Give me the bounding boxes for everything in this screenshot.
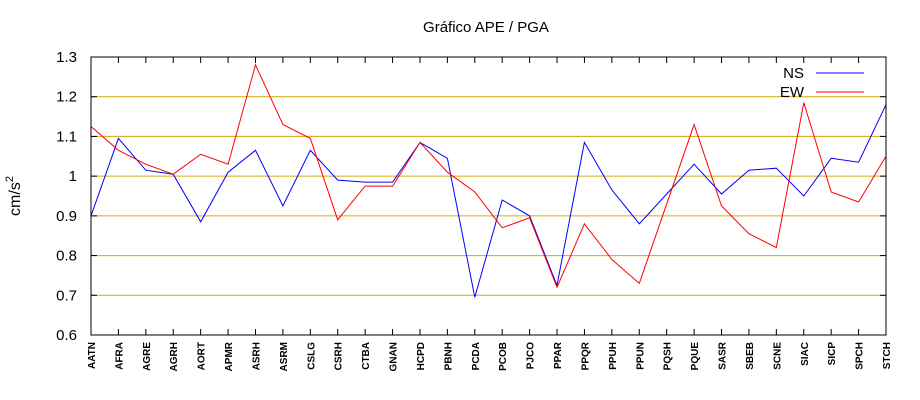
y-tick-label: 0.7: [56, 287, 77, 304]
x-tick-label: PBNH: [443, 342, 454, 370]
legend: NS EW: [780, 65, 864, 101]
y-axis-label-superscript: 2: [4, 176, 16, 182]
x-tick-label: SCNE: [772, 342, 783, 370]
x-tick-label: PQUE: [690, 342, 701, 371]
y-axis-label-text: cm/s: [7, 182, 24, 216]
x-tick-label: HCPD: [416, 342, 427, 370]
y-tick-label: 0.8: [56, 248, 77, 265]
x-tick-label: CSLG: [306, 342, 317, 370]
x-tick-label: CTBA: [361, 342, 372, 370]
y-tick-label: 1.2: [56, 89, 77, 106]
x-tick-label: GNAN: [389, 342, 400, 371]
x-tick-label: PPQR: [580, 341, 591, 370]
x-tick-label: AGRE: [142, 342, 153, 371]
x-tick-label: AGRH: [169, 342, 180, 371]
x-tick-label: PCDA: [471, 342, 482, 370]
x-tick-label: PJCO: [526, 342, 537, 369]
series-lines: [90, 63, 887, 298]
series-line-ew: [90, 63, 887, 289]
y-tick-label: 1.3: [56, 49, 77, 66]
x-tick-label: PQSH: [663, 342, 674, 370]
legend-label-ew: EW: [780, 84, 805, 101]
y-tick-label: 0.9: [56, 208, 77, 225]
x-tick-label: SPCH: [855, 342, 866, 370]
x-tick-label: AFRA: [114, 342, 125, 370]
x-tick-label: PPUH: [608, 342, 619, 370]
x-tick-label: PPAR: [553, 341, 564, 369]
y-tick-label: 1.1: [56, 128, 77, 145]
x-tick-label: CSRH: [334, 342, 345, 370]
x-tick-label: PCOB: [498, 342, 509, 371]
series-line-ns: [90, 104, 887, 298]
x-tick-label: AATN: [87, 342, 98, 369]
x-tick-label: SBEB: [745, 342, 756, 370]
chart-title: Gráfico APE / PGA: [423, 19, 549, 36]
x-tick-label: STCH: [882, 342, 893, 369]
y-axis-ticks: 0.6 0.7 0.8 0.9 1 1.1 1.2 1.3: [56, 49, 886, 344]
x-tick-label: PPUN: [635, 342, 646, 370]
y-tick-label: 1: [69, 168, 77, 185]
x-tick-label: APMR: [224, 341, 235, 371]
x-axis-ticks: AATN AFRA AGRE AGRH AORT APMR ASRH ASRM CSLG CSRH…: [87, 57, 893, 371]
gridlines: [91, 96, 886, 296]
x-tick-label: ASRH: [251, 342, 262, 370]
x-tick-label: SASR: [718, 341, 729, 370]
plot-area-frame: [90, 56, 887, 336]
legend-label-ns: NS: [783, 65, 804, 82]
x-tick-label: SIAC: [800, 342, 811, 366]
y-tick-label: 0.6: [56, 327, 77, 344]
x-tick-label: SICP: [827, 342, 838, 366]
y-axis-label: cm/s2: [4, 176, 24, 216]
x-tick-label: ASRM: [279, 342, 290, 371]
x-tick-label: AORT: [197, 342, 208, 370]
